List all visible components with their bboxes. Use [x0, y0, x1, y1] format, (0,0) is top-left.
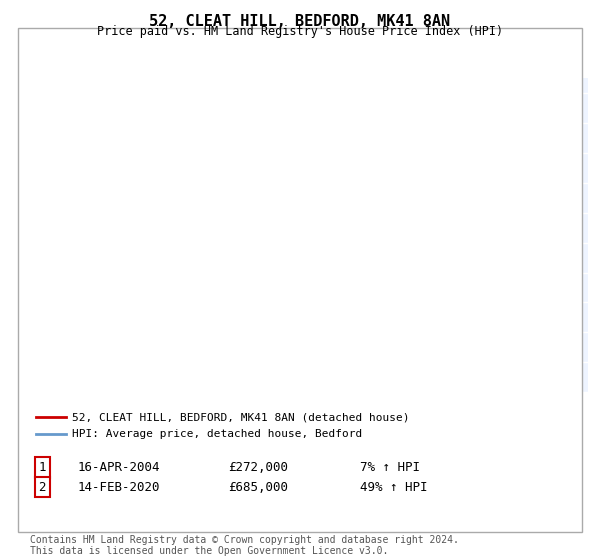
Text: Price paid vs. HM Land Registry's House Price Index (HPI): Price paid vs. HM Land Registry's House … [97, 25, 503, 38]
Text: 7% ↑ HPI: 7% ↑ HPI [360, 461, 420, 474]
Text: 2: 2 [38, 480, 46, 494]
Text: 49% ↑ HPI: 49% ↑ HPI [360, 480, 427, 494]
Text: 1: 1 [38, 461, 46, 474]
Text: £272,000: £272,000 [228, 461, 288, 474]
Text: 1: 1 [235, 125, 243, 139]
Text: 16-APR-2004: 16-APR-2004 [78, 461, 161, 474]
Text: £685,000: £685,000 [228, 480, 288, 494]
Text: 52, CLEAT HILL, BEDFORD, MK41 8AN: 52, CLEAT HILL, BEDFORD, MK41 8AN [149, 14, 451, 29]
Text: 14-FEB-2020: 14-FEB-2020 [78, 480, 161, 494]
Text: 52, CLEAT HILL, BEDFORD, MK41 8AN (detached house): 52, CLEAT HILL, BEDFORD, MK41 8AN (detac… [72, 412, 409, 422]
Text: 2: 2 [496, 125, 503, 139]
Text: HPI: Average price, detached house, Bedford: HPI: Average price, detached house, Bedf… [72, 429, 362, 439]
Text: Contains HM Land Registry data © Crown copyright and database right 2024.
This d: Contains HM Land Registry data © Crown c… [30, 535, 459, 557]
